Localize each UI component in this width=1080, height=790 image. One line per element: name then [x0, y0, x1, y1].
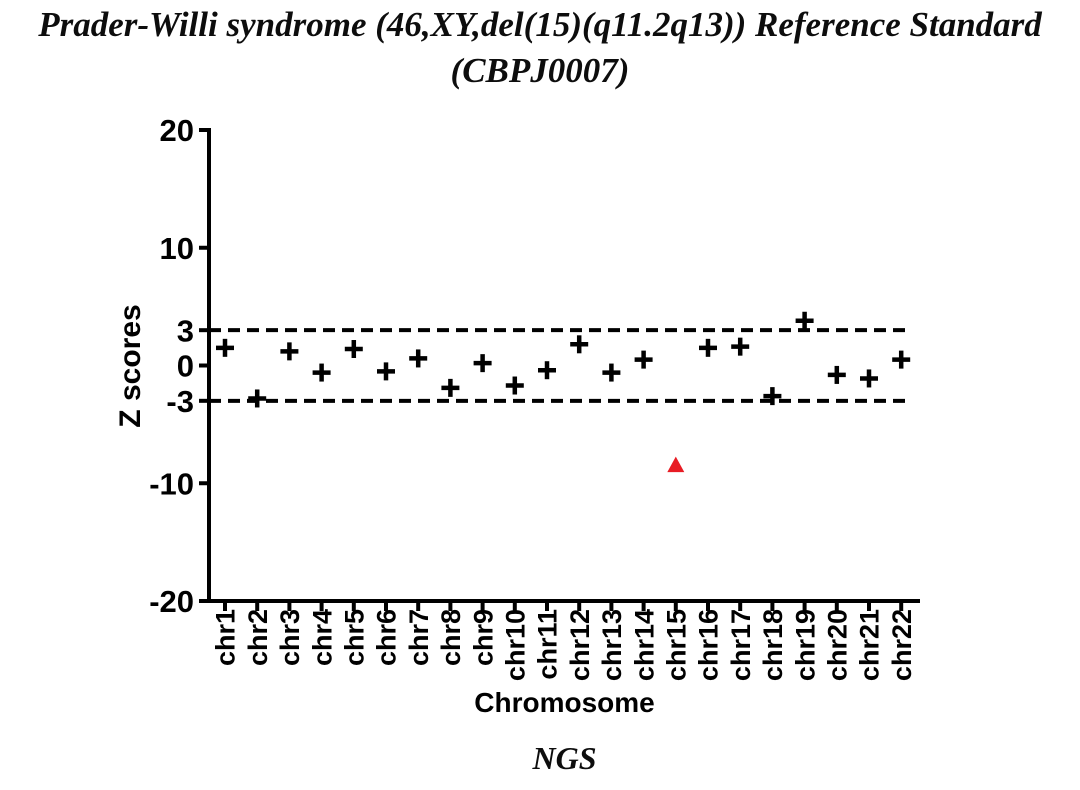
x-tick-label-chr14: chr14	[629, 609, 659, 681]
y-tick-label: 10	[160, 231, 194, 266]
x-tick-label-chr6: chr6	[372, 609, 402, 666]
x-tick-label-chr16: chr16	[694, 609, 724, 681]
x-tick-label-chr12: chr12	[565, 609, 595, 681]
x-tick-label-chr4: chr4	[307, 609, 337, 666]
x-tick-label-chr8: chr8	[436, 609, 466, 666]
x-tick-label-chr17: chr17	[726, 609, 756, 681]
x-tick-label-chr11: chr11	[533, 609, 563, 680]
x-tick-label-chr18: chr18	[758, 609, 788, 681]
chart-title-line1: Prader-Willi syndrome (46,XY,del(15)(q11…	[38, 5, 1042, 44]
y-tick-label: 3	[177, 313, 194, 348]
x-tick-label-chr1: chr1	[211, 609, 241, 666]
x-tick-label-chr2: chr2	[243, 609, 273, 666]
y-tick-label: -3	[166, 384, 194, 419]
x-tick-label-chr20: chr20	[823, 609, 853, 681]
x-tick-label-chr15: chr15	[662, 609, 692, 681]
chart-title: Prader-Willi syndrome (46,XY,del(15)(q11…	[0, 2, 1080, 94]
x-tick-label-chr9: chr9	[468, 609, 498, 666]
chart-title-line2: (CBPJ0007)	[450, 51, 630, 90]
y-axis-title: Z scores	[114, 304, 147, 427]
x-tick-label-chr5: chr5	[340, 609, 370, 666]
x-tick-label-chr19: chr19	[790, 609, 820, 681]
x-axis-title: Chromosome	[474, 687, 654, 718]
y-tick-label: -20	[149, 584, 194, 619]
x-tick-label-chr10: chr10	[501, 609, 531, 681]
x-tick-label-chr13: chr13	[597, 609, 627, 681]
y-tick-label: 0	[177, 349, 194, 384]
y-tick-label: 20	[160, 113, 194, 148]
y-tick-label: -10	[149, 466, 194, 501]
x-tick-label-chr22: chr22	[887, 609, 917, 681]
x-tick-label-chr7: chr7	[404, 609, 434, 666]
x-tick-label-chr3: chr3	[275, 609, 305, 666]
outlier-marker-chr15	[667, 456, 685, 473]
x-tick-label-chr21: chr21	[855, 609, 885, 681]
method-label: NGS	[532, 740, 597, 776]
